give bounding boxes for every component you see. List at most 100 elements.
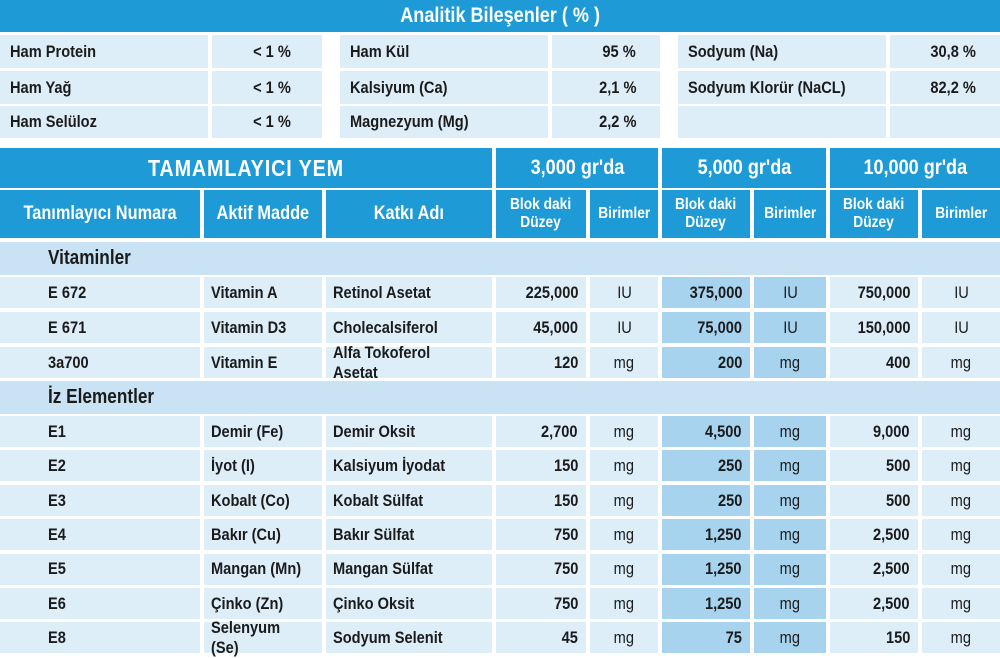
table-cell-text: mg <box>779 628 801 648</box>
table-cell-text: 225,000 <box>525 282 578 302</box>
table-cell: Selenyum (Se) <box>204 618 322 657</box>
analytic-value-text: < 1 % <box>253 112 291 132</box>
table-cell: mg <box>922 416 1000 447</box>
table-cell: 1,250 <box>662 553 750 585</box>
analytic-title-text: Analitik Bileşenler ( % ) <box>400 3 600 27</box>
table-cell: 225,000 <box>496 277 586 308</box>
table-cell: Mangan Sülfat <box>326 553 492 585</box>
table-cell-text: Demir (Fe) <box>211 421 284 441</box>
table-cell: 200 <box>662 347 750 378</box>
table-cell-text: Bakır (Cu) <box>211 524 281 544</box>
table-cell: IU <box>754 277 826 308</box>
column-header: Aktif Madde <box>204 190 322 238</box>
table-cell: mg <box>922 450 1000 482</box>
table-cell-text: 4,500 <box>705 421 742 441</box>
table-cell-text: mg <box>950 421 972 441</box>
table-cell: 150 <box>830 622 918 654</box>
table-cell-text: mg <box>613 559 635 579</box>
analytic-value: 2,2 % <box>552 106 660 138</box>
table-title-text: TAMAMLAYICI YEM <box>147 154 345 181</box>
table-cell-text: Cholecalsiferol <box>333 317 438 337</box>
table-cell: 2,500 <box>830 553 918 585</box>
table-cell: mg <box>922 484 1000 516</box>
table-cell: Demir Oksit <box>326 416 492 447</box>
table-cell: 150 <box>496 484 586 516</box>
analytic-label-text: Sodyum Klorür (NaCL) <box>688 77 846 97</box>
table-cell-text: 500 <box>885 490 910 510</box>
table-cell: mg <box>590 484 658 516</box>
table-cell-text: mg <box>950 490 972 510</box>
table-cell: Alfa Tokoferol Asetat <box>326 343 492 382</box>
analytic-label: Ham Protein <box>0 35 208 68</box>
table-cell-text: E2 <box>48 456 66 476</box>
table-cell-text: mg <box>779 559 801 579</box>
table-cell: IU <box>922 312 1000 343</box>
table-cell: 2,700 <box>496 416 586 447</box>
table-cell: mg <box>922 519 1000 551</box>
table-cell: mg <box>590 416 658 447</box>
table-cell: mg <box>754 622 826 654</box>
column-header-text: Aktif Madde <box>216 203 310 225</box>
table-cell: mg <box>754 588 826 619</box>
table-cell-text: 1,250 <box>705 524 742 544</box>
table-cell-text: 750,000 <box>857 282 910 302</box>
table-cell: E4 <box>0 519 200 551</box>
table-cell: mg <box>922 622 1000 654</box>
table-cell-text: mg <box>613 352 635 372</box>
table-cell-text: 1,250 <box>705 593 742 613</box>
table-cell: mg <box>590 588 658 619</box>
column-header: Birimler <box>922 190 1000 238</box>
table-cell-text: E1 <box>48 421 66 441</box>
table-cell-text: mg <box>779 524 801 544</box>
table-cell: mg <box>754 347 826 378</box>
table-cell-text: Kobalt (Co) <box>211 490 290 510</box>
table-cell: 120 <box>496 347 586 378</box>
table-cell-text: IU <box>953 282 969 302</box>
table-cell: 150,000 <box>830 312 918 343</box>
table-cell-text: 2,500 <box>873 593 910 613</box>
column-header-text: Blok daki Düzey <box>510 195 572 231</box>
group-header-text: 10,000 gr'da <box>863 155 967 179</box>
table-cell-text: mg <box>779 593 801 613</box>
table-cell: mg <box>590 553 658 585</box>
analytic-label-text: Kalsiyum (Ca) <box>350 77 448 97</box>
table-cell: Vitamin E <box>204 347 322 378</box>
table-cell: 500 <box>830 484 918 516</box>
table-cell: Mangan (Mn) <box>204 553 322 585</box>
table-cell-text: E8 <box>48 628 66 648</box>
table-cell-text: mg <box>950 593 972 613</box>
analytic-label-text: Ham Protein <box>10 41 97 61</box>
table-cell: 375,000 <box>662 277 750 308</box>
table-cell-text: İyot (I) <box>211 456 255 476</box>
column-header-text: Blok daki Düzey <box>843 195 905 231</box>
analytic-label: Ham Yağ <box>0 71 208 104</box>
table-cell-text: IU <box>782 317 798 337</box>
table-cell-text: 120 <box>553 352 578 372</box>
table-cell: mg <box>922 588 1000 619</box>
table-cell-text: E5 <box>48 559 66 579</box>
table-cell-text: Kalsiyum İyodat <box>333 456 446 476</box>
analytic-label <box>678 106 886 138</box>
table-cell-text: 150 <box>885 628 910 648</box>
column-header: Blok daki Düzey <box>496 190 586 238</box>
column-header-text: Blok daki Düzey <box>675 195 737 231</box>
table-cell-text: Mangan (Mn) <box>211 559 302 579</box>
table-cell-text: Vitamin D3 <box>211 317 287 337</box>
analytic-label: Sodyum Klorür (NaCL) <box>678 71 886 104</box>
table-cell: 1,250 <box>662 519 750 551</box>
column-header: Katkı Adı <box>326 190 492 238</box>
table-cell-text: 150,000 <box>857 317 910 337</box>
analytic-label: Kalsiyum (Ca) <box>340 71 548 104</box>
table-cell-text: Vitamin E <box>211 352 278 372</box>
table-cell-text: 45,000 <box>533 317 578 337</box>
table-cell-text: mg <box>613 421 635 441</box>
column-header-text: Birimler <box>934 204 988 222</box>
table-cell-text: 750 <box>553 524 578 544</box>
table-cell-text: Çinko (Zn) <box>211 593 284 613</box>
table-cell-text: mg <box>613 593 635 613</box>
table-cell: mg <box>754 519 826 551</box>
analytic-label-text: Ham Selüloz <box>10 112 97 132</box>
table-cell-text: mg <box>613 628 635 648</box>
column-header: Blok daki Düzey <box>662 190 750 238</box>
